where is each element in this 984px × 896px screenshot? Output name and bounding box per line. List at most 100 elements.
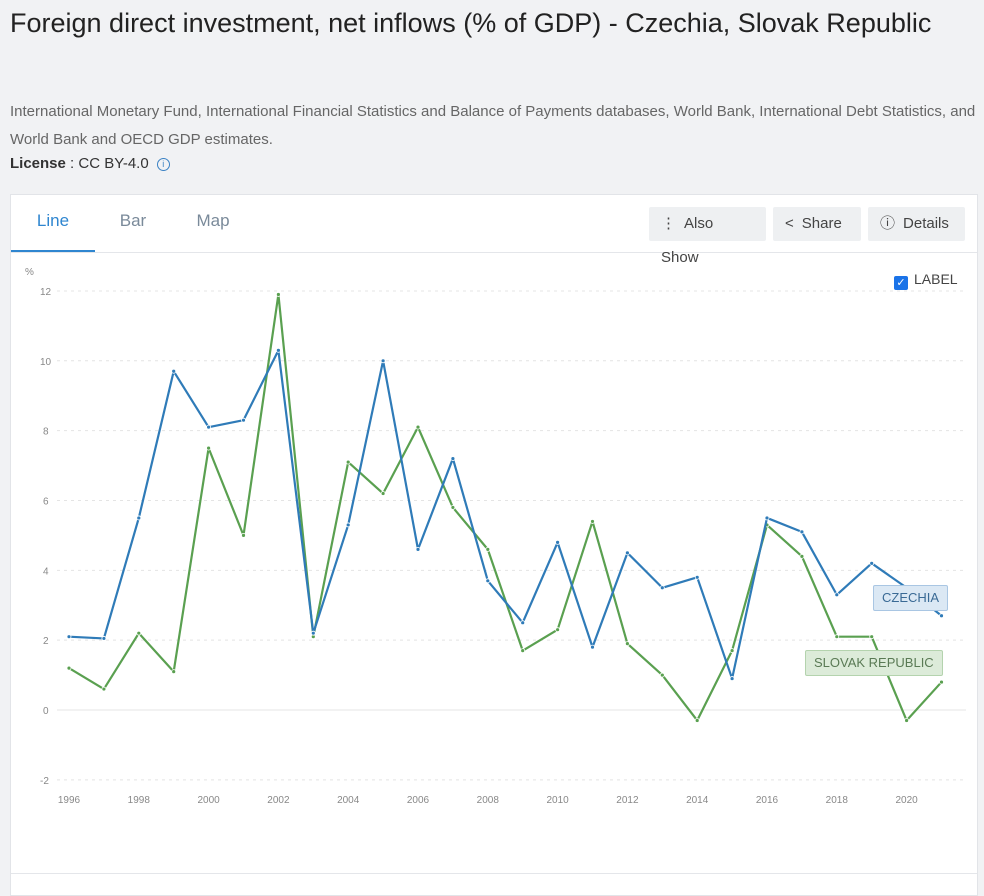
x-tick-label: 2000	[197, 795, 220, 806]
tab-bar: Line Bar Map ⋮ Also Show < Share ⓘ Details	[11, 195, 977, 266]
checkbox-checked-icon[interactable]: ✓	[894, 276, 908, 290]
data-point	[520, 648, 526, 654]
data-point	[380, 491, 386, 496]
data-point	[415, 546, 421, 552]
label-toggle[interactable]: ✓ LABEL	[894, 271, 958, 290]
details-label: Details	[903, 215, 949, 232]
also-show-label: Also Show	[661, 215, 714, 266]
data-point	[625, 550, 630, 556]
data-point	[345, 459, 351, 465]
tab-bar-chart[interactable]: Bar	[119, 211, 147, 230]
data-point	[729, 676, 735, 681]
data-point	[171, 669, 177, 674]
data-point	[206, 445, 212, 451]
data-point	[520, 620, 526, 626]
data-point	[625, 641, 630, 647]
y-axis-label: %	[25, 267, 34, 278]
data-point	[729, 648, 735, 654]
y-tick-label: 8	[43, 427, 49, 438]
x-tick-label: 2018	[826, 795, 849, 806]
more-vertical-icon: ⋮	[661, 215, 676, 232]
x-tick-label: 1998	[128, 795, 151, 806]
data-point	[136, 515, 142, 521]
y-tick-label: 6	[43, 496, 49, 507]
x-tick-label: 2014	[686, 795, 709, 806]
data-point	[904, 718, 909, 723]
share-button[interactable]: < Share	[773, 207, 861, 241]
data-point	[101, 636, 107, 641]
license: License : CC BY-4.0 i	[10, 155, 170, 172]
data-point	[799, 553, 805, 559]
info-circle-icon: ⓘ	[880, 215, 896, 232]
data-point	[241, 417, 246, 423]
chart-card: Line Bar Map ⋮ Also Show < Share ⓘ Details …	[10, 194, 978, 896]
x-tick-label: 2016	[756, 795, 779, 806]
y-tick-label: 4	[43, 566, 49, 577]
share-icon: <	[785, 215, 794, 232]
data-point	[939, 613, 944, 619]
data-point	[206, 424, 212, 430]
data-point	[450, 456, 456, 461]
also-show-button[interactable]: ⋮ Also Show	[649, 207, 766, 266]
data-point	[310, 630, 316, 636]
x-tick-label: 1996	[58, 795, 81, 806]
x-tick-label: 2020	[895, 795, 918, 806]
page-title: Foreign direct investment, net inflows (…	[10, 8, 932, 38]
data-point	[450, 505, 456, 510]
data-point	[869, 634, 875, 640]
y-tick-label: -2	[40, 776, 49, 787]
data-point	[834, 634, 840, 640]
data-point	[659, 672, 665, 678]
data-point	[101, 686, 107, 692]
data-point	[659, 585, 665, 591]
data-point	[555, 539, 560, 545]
details-button[interactable]: ⓘ Details	[868, 207, 965, 241]
source-text: International Monetary Fund, Internation…	[10, 103, 976, 148]
data-point	[415, 424, 421, 430]
y-tick-label: 10	[40, 357, 52, 368]
data-point	[694, 574, 700, 580]
data-point	[345, 522, 351, 528]
x-tick-label: 2008	[477, 795, 500, 806]
tab-map[interactable]: Map	[196, 211, 230, 230]
x-tick-label: 2010	[546, 795, 569, 806]
data-point	[590, 644, 595, 650]
series-label: SLOVAK REPUBLIC	[805, 650, 943, 676]
data-point	[380, 358, 386, 364]
data-point	[485, 578, 491, 584]
license-label: License	[10, 155, 66, 172]
info-icon[interactable]: i	[156, 158, 170, 171]
data-point	[485, 546, 491, 552]
label-toggle-text: LABEL	[914, 271, 958, 287]
series-line	[68, 293, 943, 722]
data-point	[799, 529, 805, 535]
x-tick-label: 2006	[407, 795, 430, 806]
data-point	[275, 347, 281, 353]
series-label: CZECHIA	[873, 585, 949, 611]
x-tick-label: 2002	[267, 795, 290, 806]
data-point	[694, 718, 700, 723]
y-tick-label: 0	[43, 706, 49, 717]
x-tick-label: 2012	[616, 795, 639, 806]
divider	[11, 873, 977, 874]
series-line	[68, 349, 943, 680]
data-point	[869, 560, 875, 566]
data-point	[241, 532, 246, 538]
x-tick-label: 2004	[337, 795, 360, 806]
data-point	[555, 627, 560, 633]
license-value: : CC BY-4.0	[65, 155, 149, 172]
data-point	[171, 368, 177, 374]
data-point	[764, 515, 770, 521]
tab-line[interactable]: Line	[11, 195, 95, 252]
data-point	[66, 634, 72, 640]
data-point	[66, 665, 72, 671]
data-point	[136, 630, 142, 636]
data-point	[834, 592, 840, 598]
share-label: Share	[801, 215, 842, 232]
data-point	[590, 519, 595, 524]
y-tick-label: 12	[40, 287, 52, 298]
data-point	[939, 679, 944, 685]
line-chart: % -2 0 2 4 6 8 10 12 1996 1998 2000 2002 2004 2006 2008…	[25, 267, 966, 806]
data-point	[275, 292, 281, 297]
y-tick-label: 2	[43, 636, 49, 647]
